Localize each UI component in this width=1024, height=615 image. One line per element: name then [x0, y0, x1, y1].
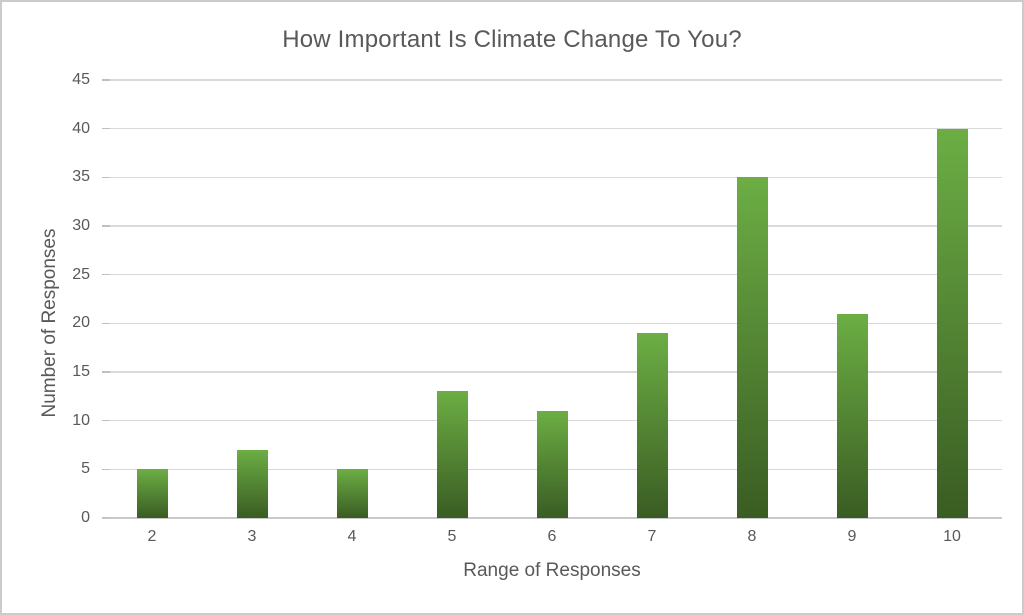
y-tick-label: 35	[72, 168, 90, 186]
x-tick-label: 8	[747, 528, 757, 545]
bar-category-4	[336, 469, 368, 518]
y-tick-label: 45	[72, 71, 90, 88]
x-tick-label: 4	[347, 528, 357, 545]
y-axis-tick-mark	[102, 225, 110, 227]
y-tick-label: 15	[72, 363, 90, 380]
y-axis-tick-mark	[102, 371, 110, 373]
gridline	[102, 225, 1002, 227]
bar-category-8	[736, 177, 768, 518]
y-tick-label: 5	[81, 460, 90, 478]
plot-area	[102, 79, 1002, 519]
x-tick-label: 5	[447, 528, 457, 545]
y-axis-tick-mark	[102, 419, 110, 422]
x-tick-label: 10	[943, 528, 961, 545]
gridline	[102, 322, 1002, 325]
y-axis-tick-mark	[102, 127, 110, 130]
y-axis-tick-mark	[102, 79, 110, 81]
y-axis-tick-labels: 0 5 10 15 20 25 30 35 40 45	[42, 71, 90, 526]
y-tick-label: 10	[72, 411, 90, 429]
y-tick-label: 40	[72, 119, 90, 137]
y-tick-label: 0	[81, 509, 90, 526]
bar-category-7	[636, 333, 668, 518]
bar-category-5	[436, 391, 468, 518]
gridline	[102, 273, 1002, 276]
y-tick-label: 30	[72, 217, 90, 234]
bar-category-9	[836, 313, 868, 518]
y-tick-label: 20	[72, 314, 90, 332]
bar-category-6	[536, 410, 568, 518]
bar-category-2	[136, 469, 168, 518]
y-axis-tick-mark	[102, 273, 110, 276]
gridline	[102, 127, 1002, 130]
x-tick-label: 3	[247, 528, 257, 545]
x-axis-title: Range of Responses	[463, 560, 641, 581]
x-tick-label: 6	[547, 528, 557, 545]
y-axis-tick-mark	[102, 322, 110, 325]
x-tick-label: 7	[647, 528, 657, 545]
y-tick-label: 25	[72, 265, 90, 283]
y-axis-tick-mark	[102, 516, 110, 519]
bar-category-3	[236, 449, 268, 518]
x-tick-label: 9	[847, 528, 857, 545]
gridline	[102, 79, 1002, 81]
gridline	[102, 371, 1002, 373]
x-axis-tick-labels: 2 3 4 5 6 7 8 9 10	[102, 528, 1002, 550]
y-axis-tick-mark	[102, 176, 110, 179]
chart-title: How Important Is Climate Change To You?	[282, 26, 742, 53]
x-tick-label: 2	[147, 528, 157, 545]
gridline	[102, 176, 1002, 179]
y-axis-tick-mark	[102, 468, 110, 471]
bar-category-10	[936, 128, 968, 518]
